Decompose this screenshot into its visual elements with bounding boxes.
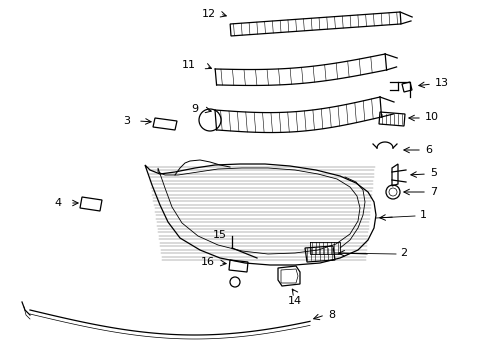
Text: 16: 16 [201,257,215,267]
Text: 3: 3 [123,116,130,126]
Text: 6: 6 [424,145,431,155]
Text: 4: 4 [55,198,62,208]
Text: 8: 8 [327,310,334,320]
Text: 9: 9 [190,104,198,114]
Text: 1: 1 [419,210,426,220]
Text: 5: 5 [429,168,436,178]
Text: 10: 10 [424,112,438,122]
Text: 2: 2 [399,248,407,258]
Text: 15: 15 [213,230,226,240]
Text: 12: 12 [202,9,216,19]
Text: 7: 7 [429,187,436,197]
Text: 11: 11 [182,60,196,70]
Text: 13: 13 [434,78,448,88]
Text: 14: 14 [287,296,302,306]
